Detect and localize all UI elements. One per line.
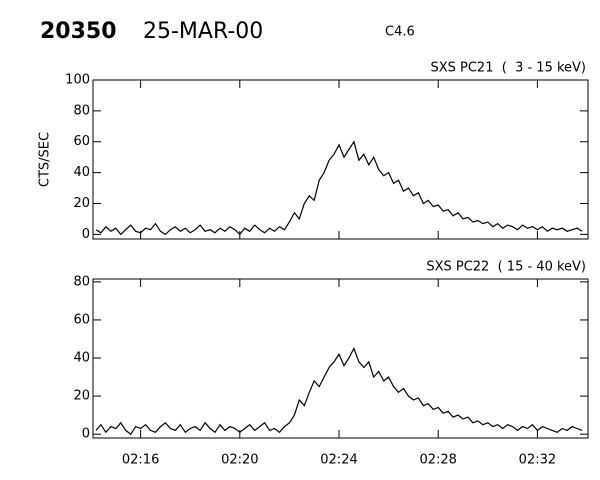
y-tick-label: 0 (82, 427, 90, 442)
event-id: 20350 (40, 19, 117, 44)
flare-class: C4.6 (385, 25, 415, 40)
y-axis-label: CTS/SEC (38, 132, 53, 187)
y-tick-label: 20 (73, 196, 90, 211)
y-tick-label: 80 (73, 103, 90, 118)
panel-title: SXS PC22 ( 15 - 40 keV) (426, 260, 586, 275)
x-tick-label: 02:28 (419, 453, 456, 468)
x-tick-label: 02:32 (519, 453, 556, 468)
plot-frame (92, 79, 589, 240)
y-tick-label: 20 (73, 389, 90, 404)
y-tick-label: 40 (73, 351, 90, 366)
x-tick-label: 02:16 (122, 453, 159, 468)
y-tick-label: 0 (82, 227, 90, 242)
y-tick-label: 80 (73, 274, 90, 289)
y-tick-label: 40 (73, 165, 90, 180)
y-tick-label: 100 (65, 73, 90, 88)
event-date: 25-MAR-00 (143, 19, 263, 44)
data-line (95, 347, 583, 436)
x-tick-label: 02:24 (320, 453, 357, 468)
y-tick-label: 60 (73, 134, 90, 149)
panel-title: SXS PC21 ( 3 - 15 keV) (430, 61, 586, 76)
x-tick-label: 02:20 (221, 453, 258, 468)
data-line (95, 140, 583, 236)
y-tick-label: 60 (73, 312, 90, 327)
